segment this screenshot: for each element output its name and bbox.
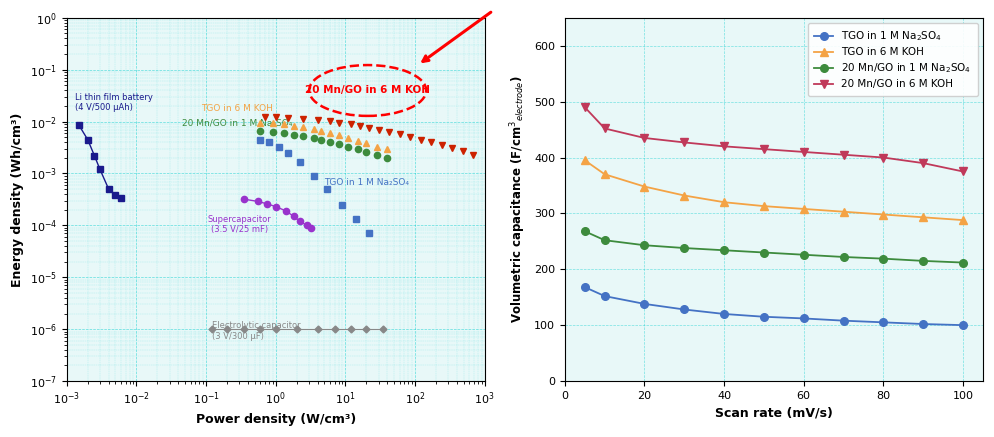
- TGO in 1 M Na$_2$SO$_4$: [718, 311, 730, 316]
- Line: TGO in 1 M Na$_2$SO$_4$: TGO in 1 M Na$_2$SO$_4$: [580, 283, 967, 329]
- TGO in 1 M Na$_2$SO$_4$: [579, 284, 590, 290]
- 20 Mn/GO in 1 M Na$_2$SO$_4$: [878, 256, 890, 261]
- 20 Mn/GO in 6 M KOH: [917, 160, 929, 166]
- Text: Supercapacitor
(3.5 V/25 mF): Supercapacitor (3.5 V/25 mF): [208, 215, 271, 234]
- TGO in 6 M KOH: [638, 184, 650, 189]
- Text: Electrolytic capacitor
(3 V/300 μF): Electrolytic capacitor (3 V/300 μF): [212, 321, 300, 340]
- 20 Mn/GO in 6 M KOH: [718, 144, 730, 149]
- 20 Mn/GO in 1 M Na$_2$SO$_4$: [917, 258, 929, 264]
- TGO in 6 M KOH: [878, 212, 890, 217]
- 20 Mn/GO in 1 M Na$_2$SO$_4$: [678, 246, 690, 251]
- 20 Mn/GO in 1 M Na$_2$SO$_4$: [758, 250, 770, 255]
- TGO in 6 M KOH: [758, 204, 770, 209]
- X-axis label: Scan rate (mV/s): Scan rate (mV/s): [715, 406, 833, 419]
- TGO in 6 M KOH: [598, 172, 610, 177]
- TGO in 1 M Na$_2$SO$_4$: [878, 320, 890, 325]
- 20 Mn/GO in 1 M Na$_2$SO$_4$: [957, 260, 969, 265]
- 20 Mn/GO in 6 M KOH: [838, 152, 850, 157]
- 20 Mn/GO in 6 M KOH: [878, 155, 890, 160]
- TGO in 1 M Na$_2$SO$_4$: [678, 307, 690, 312]
- 20 Mn/GO in 6 M KOH: [579, 104, 590, 110]
- Text: 20 Mn/GO in 6 M KOH: 20 Mn/GO in 6 M KOH: [305, 86, 430, 95]
- TGO in 6 M KOH: [917, 215, 929, 220]
- TGO in 6 M KOH: [718, 200, 730, 205]
- Legend: TGO in 1 M Na$_2$SO$_4$, TGO in 6 M KOH, 20 Mn/GO in 1 M Na$_2$SO$_4$, 20 Mn/GO : TGO in 1 M Na$_2$SO$_4$, TGO in 6 M KOH,…: [808, 23, 978, 96]
- Y-axis label: Volumetric capacitance (F/cm$^3$$_{electrode}$): Volumetric capacitance (F/cm$^3$$_{elect…: [509, 76, 529, 323]
- TGO in 6 M KOH: [957, 218, 969, 223]
- TGO in 1 M Na$_2$SO$_4$: [638, 301, 650, 306]
- 20 Mn/GO in 6 M KOH: [758, 146, 770, 152]
- X-axis label: Power density (W/cm³): Power density (W/cm³): [196, 413, 356, 426]
- Y-axis label: Energy density (Wh/cm³): Energy density (Wh/cm³): [11, 112, 24, 287]
- 20 Mn/GO in 1 M Na$_2$SO$_4$: [638, 243, 650, 248]
- Line: TGO in 6 M KOH: TGO in 6 M KOH: [580, 156, 967, 224]
- TGO in 1 M Na$_2$SO$_4$: [917, 321, 929, 326]
- TGO in 6 M KOH: [678, 193, 690, 198]
- Text: TGO in 6 M KOH: TGO in 6 M KOH: [201, 104, 273, 113]
- 20 Mn/GO in 6 M KOH: [638, 135, 650, 141]
- TGO in 1 M Na$_2$SO$_4$: [798, 316, 810, 321]
- 20 Mn/GO in 1 M Na$_2$SO$_4$: [579, 229, 590, 234]
- TGO in 6 M KOH: [838, 209, 850, 214]
- Text: TGO in 1 M Na₂SO₄: TGO in 1 M Na₂SO₄: [324, 178, 410, 187]
- Line: 20 Mn/GO in 6 M KOH: 20 Mn/GO in 6 M KOH: [580, 104, 967, 175]
- 20 Mn/GO in 6 M KOH: [598, 126, 610, 131]
- 20 Mn/GO in 1 M Na$_2$SO$_4$: [838, 254, 850, 260]
- TGO in 1 M Na$_2$SO$_4$: [758, 314, 770, 319]
- 20 Mn/GO in 1 M Na$_2$SO$_4$: [798, 252, 810, 257]
- TGO in 6 M KOH: [579, 158, 590, 163]
- 20 Mn/GO in 6 M KOH: [678, 140, 690, 145]
- TGO in 1 M Na$_2$SO$_4$: [957, 323, 969, 328]
- TGO in 1 M Na$_2$SO$_4$: [598, 294, 610, 299]
- 20 Mn/GO in 1 M Na$_2$SO$_4$: [598, 238, 610, 243]
- 20 Mn/GO in 6 M KOH: [798, 149, 810, 155]
- 20 Mn/GO in 6 M KOH: [957, 169, 969, 174]
- Text: 20 Mn/GO in 1 M Na₂SO₄: 20 Mn/GO in 1 M Na₂SO₄: [182, 118, 292, 127]
- TGO in 6 M KOH: [798, 206, 810, 212]
- 20 Mn/GO in 1 M Na$_2$SO$_4$: [718, 248, 730, 253]
- Text: Li thin film battery
(4 V/500 μAh): Li thin film battery (4 V/500 μAh): [75, 93, 152, 112]
- Line: 20 Mn/GO in 1 M Na$_2$SO$_4$: 20 Mn/GO in 1 M Na$_2$SO$_4$: [580, 227, 967, 267]
- TGO in 1 M Na$_2$SO$_4$: [838, 318, 850, 323]
